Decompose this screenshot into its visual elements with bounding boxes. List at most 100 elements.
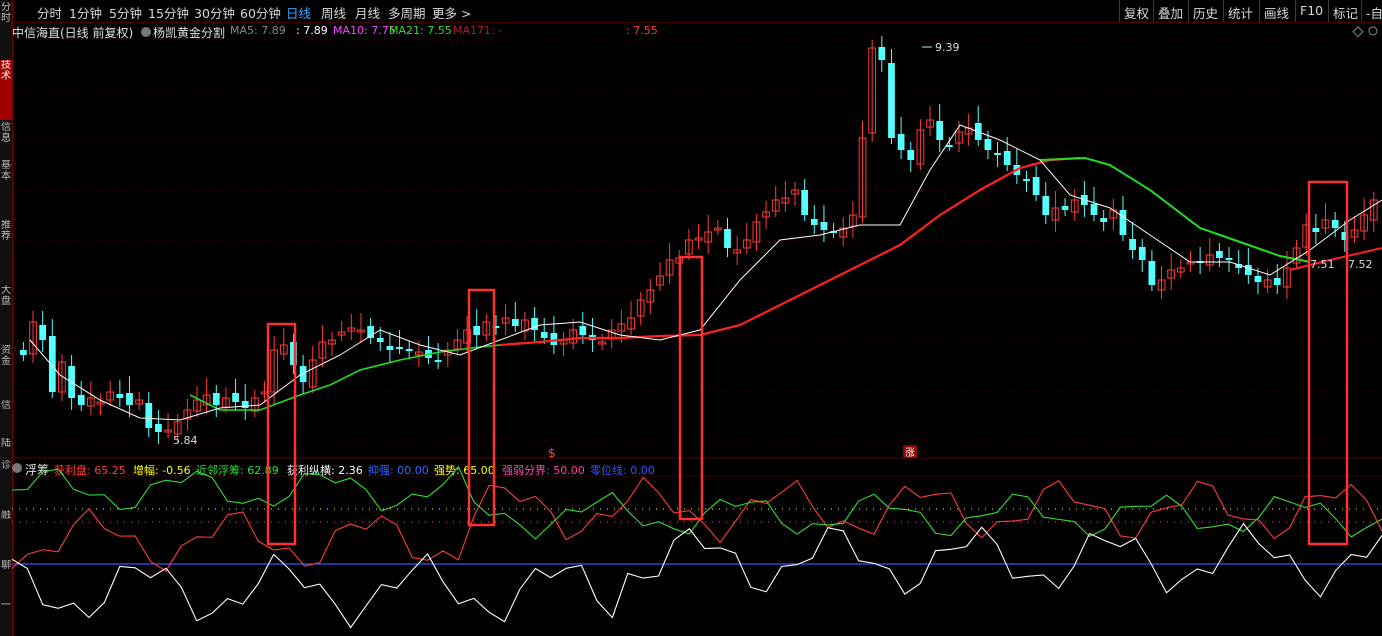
candle-body: [1023, 179, 1030, 181]
left-tab-11[interactable]: 聊: [1, 560, 11, 571]
tab-period-7[interactable]: 周线: [321, 6, 347, 21]
toolbar-separator: [1328, 0, 1329, 22]
toolbar-button-6[interactable]: 标记: [1333, 6, 1359, 21]
tab-period-5[interactable]: 60分钟: [240, 6, 281, 21]
candle-body: [337, 331, 346, 336]
tab-period-3[interactable]: 15分钟: [148, 6, 189, 21]
candle-body: [1090, 204, 1098, 215]
candle-body: [164, 429, 172, 433]
candle-body: [173, 421, 182, 435]
candle-body: [713, 227, 722, 231]
candle-body: [96, 401, 105, 405]
candle-body: [984, 139, 992, 150]
toolbar-separator: [1153, 0, 1154, 22]
sub-legend-item-1: 增幅: -0.56: [133, 464, 191, 477]
left-tab-8[interactable]: 陆: [1, 438, 11, 449]
tab-period-0[interactable]: 分时: [37, 6, 63, 21]
candle-body: [955, 131, 963, 144]
left-tab-4[interactable]: 推荐: [1, 220, 11, 242]
candle-body: [907, 150, 915, 160]
left-tab-2[interactable]: 信息: [1, 122, 11, 144]
left-tab-9[interactable]: 诊: [1, 460, 11, 471]
candle-body: [579, 326, 587, 335]
tab-period-4[interactable]: 30分钟: [194, 6, 235, 21]
candle-body: [742, 239, 751, 249]
sub-indicator-settings-icon[interactable]: [12, 463, 22, 473]
toolbar-button-5[interactable]: F10: [1300, 3, 1324, 18]
ma21-label: MA21: 7.55: [389, 24, 452, 37]
candle-body: [1003, 151, 1011, 165]
candle-body: [1061, 206, 1069, 210]
candle-body: [685, 239, 693, 255]
candle-body: [598, 341, 606, 345]
candle-body: [531, 318, 538, 330]
candle-body: [1225, 258, 1233, 260]
candle-body: [1032, 177, 1040, 195]
candle-body: [801, 190, 809, 215]
toolbar-button-2[interactable]: 历史: [1193, 6, 1219, 21]
toolbar-separator: [1361, 0, 1362, 22]
candle-body: [1341, 232, 1349, 240]
toolbar-separator: [1223, 0, 1224, 22]
indicator-name[interactable]: 杨凯黄金分割: [153, 26, 226, 40]
candle-body: [1070, 199, 1079, 213]
left-tab-3[interactable]: 基本: [1, 160, 11, 182]
toolbar-button-4[interactable]: 画线: [1264, 6, 1290, 21]
candle-body: [878, 47, 886, 60]
candle-body: [1360, 214, 1368, 232]
candle-body: [58, 361, 66, 393]
candle-body: [405, 349, 413, 351]
float-line: [11, 465, 1382, 540]
left-tab-12[interactable]: 一: [1, 600, 11, 611]
left-tab-1[interactable]: 技术: [0, 60, 12, 120]
high-price-label: 9.39: [935, 41, 960, 54]
candle-body: [376, 338, 384, 342]
candle-body: [250, 397, 259, 412]
candle-body: [858, 137, 867, 218]
candle-body: [733, 249, 742, 254]
left-tab-7[interactable]: 信: [1, 400, 11, 411]
highlight-box-1: [467, 288, 496, 527]
toolbar-button-0[interactable]: 复权: [1124, 6, 1150, 21]
candle-body: [463, 329, 471, 344]
candle-body: [1273, 278, 1281, 285]
ma5-value: : 7.89: [296, 24, 328, 37]
left-tab-5[interactable]: 大盘: [1, 285, 11, 307]
tab-period-1[interactable]: 1分钟: [69, 6, 102, 21]
toolbar-button-7[interactable]: -自: [1366, 6, 1382, 21]
candle-body: [820, 222, 828, 230]
indicator-settings-icon[interactable]: [141, 27, 151, 37]
left-tab-6[interactable]: 资金: [1, 345, 11, 367]
sub-legend-item-7: 零位线: 0.00: [590, 464, 655, 477]
candle-body: [29, 321, 37, 355]
tab-period-10[interactable]: 更多 >: [432, 6, 472, 21]
candle-body: [501, 317, 510, 324]
candle-body: [888, 63, 895, 138]
ma171-label: MA171: -: [453, 24, 503, 37]
ma21-line-right: [1039, 156, 1311, 263]
toolbar-button-3[interactable]: 统计: [1228, 6, 1254, 21]
toolbar-separator: [1119, 0, 1120, 22]
left-tab-10[interactable]: 融: [1, 510, 11, 521]
candle-body: [434, 360, 442, 362]
diamond-icon: [1352, 26, 1364, 38]
sub-chart-title[interactable]: 浮筹: [25, 463, 50, 477]
left-side-tabs: 分时技术 信息基本推荐大盘资金信陆诊融聊一: [0, 0, 13, 636]
candle-body: [627, 317, 635, 330]
profit-line: [11, 476, 1382, 572]
profit-cross-line: [11, 522, 1382, 629]
left-tab-0[interactable]: 分时: [1, 2, 11, 24]
candle-body: [87, 397, 95, 407]
candle-body: [839, 227, 848, 238]
toolbar-button-1[interactable]: 叠加: [1158, 6, 1184, 21]
tab-period-6[interactable]: 日线: [286, 6, 312, 21]
candle-body: [193, 399, 201, 412]
candle-body: [232, 393, 239, 402]
candle-body: [202, 394, 211, 406]
price-label-b: 7.52: [1348, 258, 1373, 271]
extra-value: : 7.55: [626, 24, 658, 37]
tab-period-9[interactable]: 多周期: [388, 6, 426, 21]
tab-period-2[interactable]: 5分钟: [109, 6, 142, 21]
tab-period-8[interactable]: 月线: [355, 6, 381, 21]
